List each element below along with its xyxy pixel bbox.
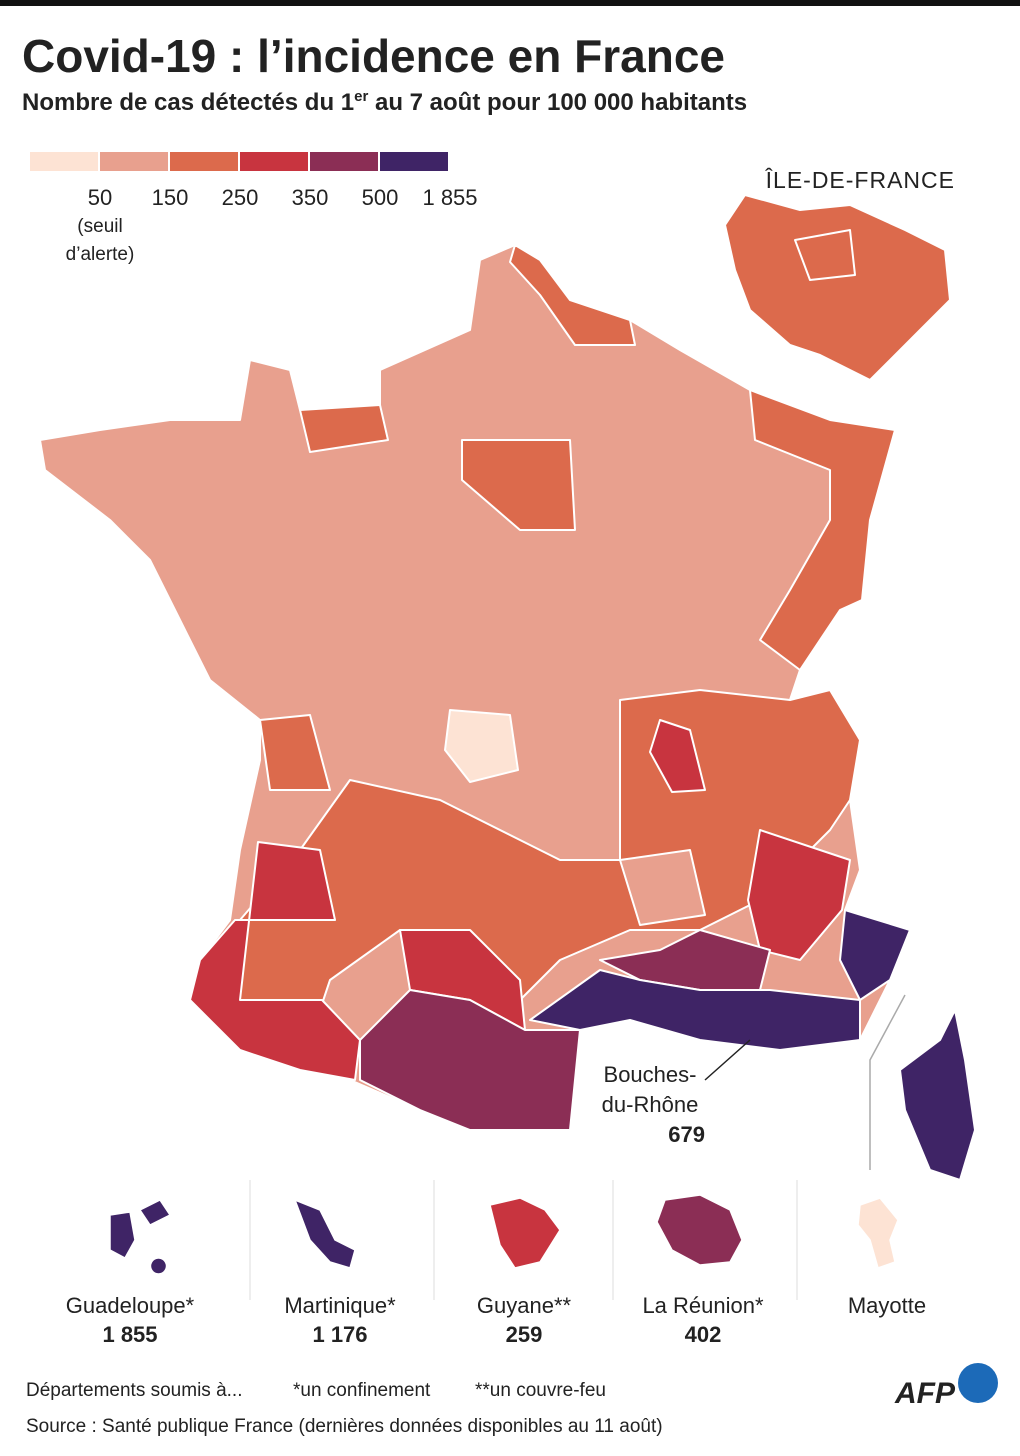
department-zone (529, 969, 861, 1051)
territory-shape (857, 1197, 899, 1269)
department-zone (359, 989, 581, 1131)
subtitle-part: Nombre de cas détectés du 1 (22, 89, 354, 116)
subtitle-sup: er (354, 88, 368, 105)
department-zone (839, 909, 911, 1001)
legend-label: 350 (292, 185, 329, 210)
department-zone (259, 714, 331, 791)
callout-value: 679 (668, 1122, 705, 1147)
territory-value: 1 176 (312, 1322, 367, 1347)
callout-name: Bouches- (604, 1062, 697, 1087)
legend-note: d’alerte) (66, 244, 135, 265)
source: Source : Santé publique France (dernière… (26, 1416, 663, 1437)
legend-label: 500 (362, 185, 399, 210)
footnote: Départements soumis à... (26, 1380, 242, 1401)
idf-inset (724, 194, 951, 381)
territory-value: 402 (685, 1322, 722, 1347)
legend-label: 150 (152, 185, 189, 210)
territory-name: Mayotte (848, 1293, 926, 1318)
department-zone (749, 389, 896, 671)
territory-name: Guyane** (477, 1293, 572, 1318)
legend-swatch (30, 152, 98, 171)
inset-label: ÎLE-DE-FRANCE (765, 167, 955, 193)
department-zone (747, 829, 851, 961)
footnote: *un confinement (293, 1380, 431, 1401)
department-zone (461, 439, 576, 531)
department-zone (619, 849, 706, 926)
territory-shape (489, 1197, 561, 1269)
territory-shape (656, 1194, 743, 1266)
legend-label: 1 855 (422, 185, 477, 210)
legend-swatch (380, 152, 448, 171)
department-zone (724, 194, 951, 381)
territory-name: Guadeloupe* (66, 1293, 195, 1318)
footnote: **un couvre-feu (475, 1380, 606, 1401)
territory-shape (293, 1198, 356, 1269)
logo: AFP (894, 1377, 956, 1410)
legend-note: (seuil (77, 216, 122, 237)
legend-swatch (170, 152, 238, 171)
subtitle: Nombre de cas détectés du 1er au 7 août … (22, 88, 747, 116)
legend-swatch (310, 152, 378, 171)
territory-shape (109, 1199, 172, 1275)
callout-line (704, 1039, 751, 1081)
department-zone (299, 404, 389, 453)
territory-name: Martinique* (284, 1293, 396, 1318)
top-bar (0, 0, 1020, 6)
department-zone (509, 244, 636, 346)
legend: 50 150 250 350 500 1 855 (30, 152, 478, 210)
department-zone (649, 719, 706, 793)
department-zone (794, 229, 856, 281)
territory-value: 259 (506, 1322, 543, 1347)
territory-value: 1 855 (102, 1322, 157, 1347)
legend-label: 50 (88, 185, 112, 210)
france-map (39, 244, 976, 1181)
title: Covid-19 : l’incidence en France (22, 30, 725, 82)
department-zone (899, 1009, 976, 1181)
overseas: Guadeloupe* 1 855 Martinique* 1 176 Guyane**… (66, 1180, 926, 1347)
territory-name: La Réunion* (642, 1293, 764, 1318)
legend-swatch (240, 152, 308, 171)
logo-circle (958, 1363, 998, 1403)
callout-name: du-Rhône (602, 1092, 699, 1117)
legend-swatch (100, 152, 168, 171)
corsica-separator (869, 994, 906, 1170)
department-zone (189, 841, 361, 1081)
department-zone (444, 709, 519, 783)
subtitle-part: au 7 août pour 100 000 habitants (368, 89, 747, 116)
legend-label: 250 (222, 185, 259, 210)
